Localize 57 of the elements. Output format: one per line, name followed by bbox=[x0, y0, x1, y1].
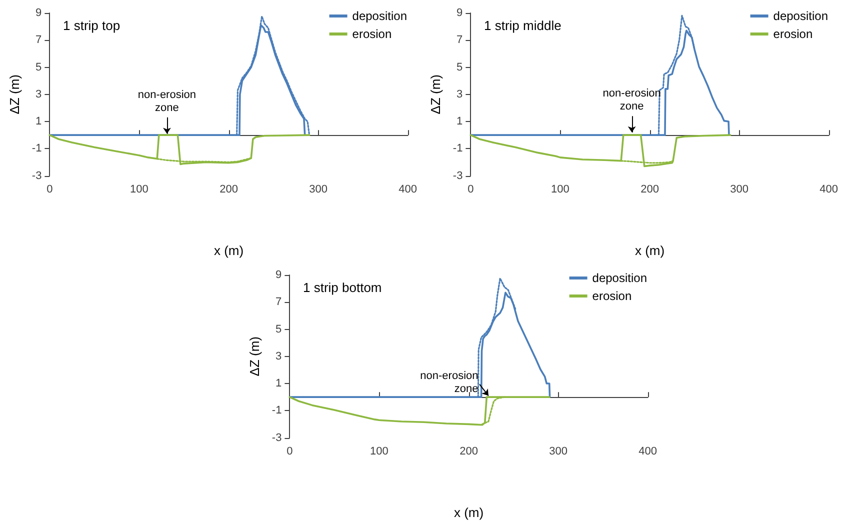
legend-label: erosion bbox=[592, 289, 632, 303]
y-tick-label: 7 bbox=[456, 34, 463, 46]
chart-title: 1 strip bottom bbox=[303, 280, 382, 295]
y-tick-label: 1 bbox=[276, 378, 282, 390]
x-tick-label: 400 bbox=[398, 183, 418, 196]
x-tick-label: 200 bbox=[460, 445, 478, 458]
y-tick-label: 1 bbox=[36, 116, 42, 128]
x-tick-label: 100 bbox=[370, 445, 388, 458]
y-tick-label: 7 bbox=[276, 296, 282, 308]
y-tick-label: 1 bbox=[456, 116, 463, 128]
annotation: non-erosion zone bbox=[602, 88, 661, 113]
chart-title: 1 strip middle bbox=[484, 18, 562, 33]
y-tick-label: 9 bbox=[36, 7, 42, 19]
y-tick-label: -1 bbox=[272, 404, 282, 417]
y-axis-title: ΔZ (m) bbox=[247, 336, 262, 376]
y-axis-title: ΔZ (m) bbox=[7, 74, 22, 114]
x-tick-label: 0 bbox=[468, 183, 474, 196]
y-tick-label: -1 bbox=[32, 142, 42, 155]
legend-label: deposition bbox=[352, 9, 408, 23]
legend-label: deposition bbox=[592, 271, 648, 285]
y-tick-label: 9 bbox=[456, 7, 463, 19]
y-tick-label: -1 bbox=[452, 142, 463, 155]
y-tick-label: 3 bbox=[276, 350, 282, 362]
x-tick-label: 0 bbox=[46, 183, 53, 196]
y-axis-title: ΔZ (m) bbox=[428, 74, 443, 114]
x-tick-label: 200 bbox=[220, 183, 238, 196]
x-tick-label: 400 bbox=[820, 183, 838, 196]
chart-title: 1 strip top bbox=[63, 18, 120, 33]
line-series bbox=[48, 134, 310, 166]
legend-label: deposition bbox=[773, 9, 828, 23]
y-tick-label: 5 bbox=[456, 61, 463, 74]
y-tick-label: -3 bbox=[452, 170, 463, 182]
y-tick-label: -3 bbox=[32, 170, 42, 182]
x-tick-label: 100 bbox=[130, 183, 148, 196]
x-tick-label: 100 bbox=[551, 183, 570, 196]
y-tick-label: 5 bbox=[276, 323, 282, 336]
x-axis-title: x (m) bbox=[634, 243, 665, 258]
y-tick-label: 7 bbox=[36, 34, 42, 46]
y-tick-label: 3 bbox=[36, 88, 42, 100]
legend-label: erosion bbox=[352, 27, 392, 41]
line-series bbox=[470, 134, 732, 168]
y-tick-label: 5 bbox=[36, 61, 42, 74]
annotation: non-erosion zone bbox=[420, 370, 478, 396]
annotation: non-erosion zone bbox=[138, 88, 196, 114]
x-tick-label: 300 bbox=[730, 183, 748, 196]
x-tick-label: 400 bbox=[638, 445, 658, 458]
y-tick-label: -3 bbox=[272, 432, 282, 444]
x-tick-label: 300 bbox=[549, 445, 568, 458]
legend-label: erosion bbox=[773, 27, 813, 41]
y-tick-label: 3 bbox=[456, 88, 463, 100]
x-axis-title: x (m) bbox=[214, 243, 244, 258]
x-tick-label: 300 bbox=[309, 183, 328, 196]
line-series bbox=[288, 396, 550, 426]
x-axis-title: x (m) bbox=[454, 505, 484, 520]
x-tick-label: 200 bbox=[640, 183, 659, 196]
y-tick-label: 9 bbox=[276, 269, 282, 281]
x-tick-label: 0 bbox=[286, 445, 293, 458]
